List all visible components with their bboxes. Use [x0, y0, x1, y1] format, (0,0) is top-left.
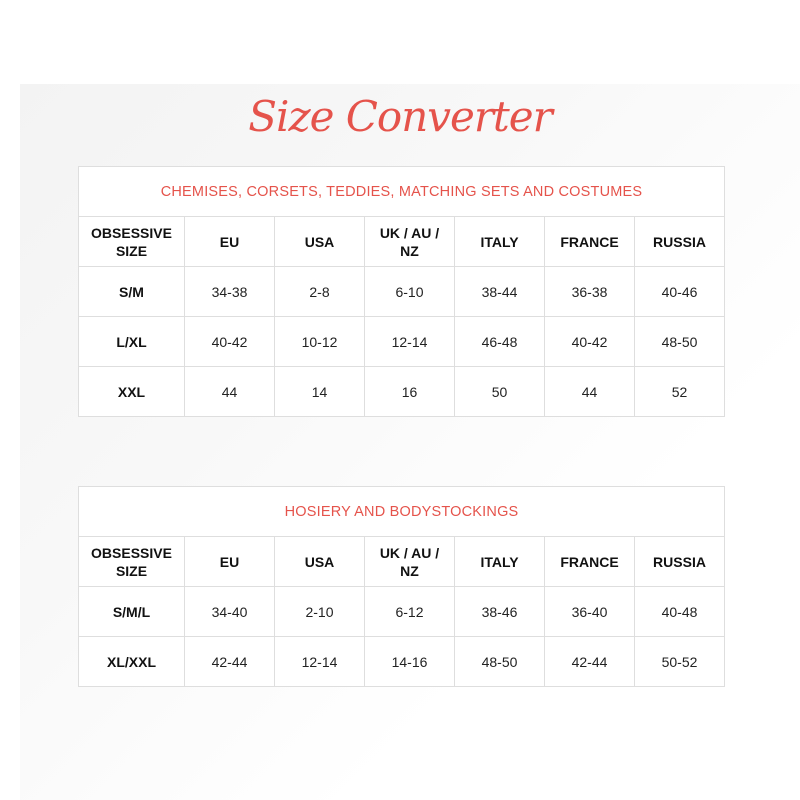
table-row: XXL 44 14 16 50 44 52 — [78, 366, 725, 417]
page-title: Size Converter — [248, 92, 552, 141]
value-cell: 48-50 — [454, 636, 545, 687]
value-cell: 10-12 — [274, 316, 365, 367]
size-cell: XL/XXL — [78, 636, 185, 687]
value-cell: 40-48 — [634, 586, 725, 637]
size-cell: XXL — [78, 366, 185, 417]
column-header: OBSESSIVE SIZE — [78, 216, 185, 267]
value-cell: 38-44 — [454, 266, 545, 317]
value-cell: 40-42 — [544, 316, 635, 367]
size-table-chemises: CHEMISES, CORSETS, TEDDIES, MATCHING SET… — [78, 166, 725, 417]
value-cell: 12-14 — [364, 316, 455, 367]
value-cell: 2-8 — [274, 266, 365, 317]
value-cell: 40-42 — [184, 316, 275, 367]
value-cell: 52 — [634, 366, 725, 417]
table-row: S/M 34-38 2-8 6-10 38-44 36-38 40-46 — [78, 266, 725, 317]
value-cell: 12-14 — [274, 636, 365, 687]
value-cell: 50 — [454, 366, 545, 417]
column-header: FRANCE — [544, 536, 635, 587]
header-row: OBSESSIVE SIZE EU USA UK / AU / NZ ITALY FRAN… — [78, 536, 725, 587]
column-header: USA — [274, 536, 365, 587]
column-header: UK / AU / NZ — [364, 216, 455, 267]
header-row: OBSESSIVE SIZE EU USA UK / AU / NZ ITALY FRAN… — [78, 216, 725, 267]
value-cell: 36-38 — [544, 266, 635, 317]
value-cell: 2-10 — [274, 586, 365, 637]
column-header: EU — [184, 216, 275, 267]
column-header: ITALY — [454, 536, 545, 587]
value-cell: 44 — [184, 366, 275, 417]
value-cell: 50-52 — [634, 636, 725, 687]
column-header: UK / AU / NZ — [364, 536, 455, 587]
table-row: XL/XXL 42-44 12-14 14-16 48-50 42-44 50-52 — [78, 636, 725, 687]
column-header: FRANCE — [544, 216, 635, 267]
value-cell: 46-48 — [454, 316, 545, 367]
value-cell: 34-40 — [184, 586, 275, 637]
size-cell: S/M/L — [78, 586, 185, 637]
size-table-hosiery: HOSIERY AND BODYSTOCKINGS OBSESSIVE SIZE E… — [78, 486, 725, 687]
table-caption: CHEMISES, CORSETS, TEDDIES, MATCHING SET… — [78, 166, 725, 217]
value-cell: 48-50 — [634, 316, 725, 367]
table-row: L/XL 40-42 10-12 12-14 46-48 40-42 48-50 — [78, 316, 725, 367]
table-caption: HOSIERY AND BODYSTOCKINGS — [78, 486, 725, 537]
value-cell: 44 — [544, 366, 635, 417]
column-header: EU — [184, 536, 275, 587]
column-header: ITALY — [454, 216, 545, 267]
value-cell: 14 — [274, 366, 365, 417]
size-cell: L/XL — [78, 316, 185, 367]
column-header: OBSESSIVE SIZE — [78, 536, 185, 587]
column-header: RUSSIA — [634, 536, 725, 587]
column-header: USA — [274, 216, 365, 267]
value-cell: 34-38 — [184, 266, 275, 317]
size-cell: S/M — [78, 266, 185, 317]
value-cell: 38-46 — [454, 586, 545, 637]
column-header: RUSSIA — [634, 216, 725, 267]
value-cell: 6-12 — [364, 586, 455, 637]
table-row: S/M/L 34-40 2-10 6-12 38-46 36-40 40-48 — [78, 586, 725, 637]
value-cell: 40-46 — [634, 266, 725, 317]
value-cell: 42-44 — [184, 636, 275, 687]
value-cell: 36-40 — [544, 586, 635, 637]
value-cell: 16 — [364, 366, 455, 417]
value-cell: 6-10 — [364, 266, 455, 317]
value-cell: 14-16 — [364, 636, 455, 687]
value-cell: 42-44 — [544, 636, 635, 687]
